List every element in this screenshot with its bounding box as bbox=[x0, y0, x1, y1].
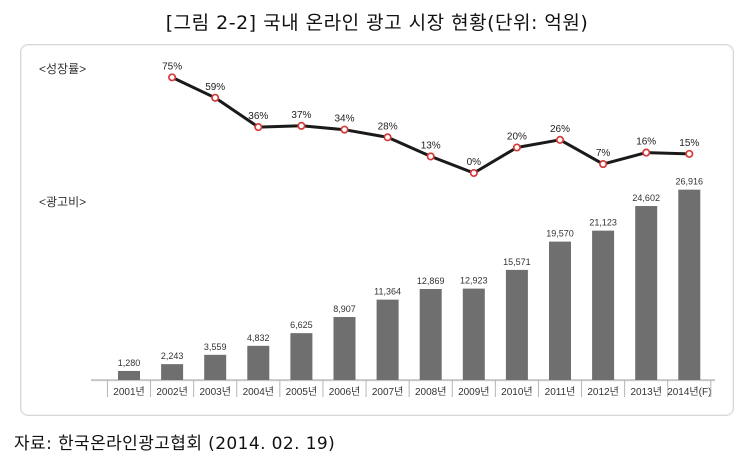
chart-title: [그림 2-2] 국내 온라인 광고 시장 현황(단위: 억원) bbox=[165, 12, 589, 34]
chart-frame: <성장률> <광고비> 1,280 2001년 2,243 2002년 3,559 2003년… bbox=[20, 44, 734, 416]
ad-spend-label: 19,570 bbox=[546, 229, 574, 239]
x-tick-label: 2007년 bbox=[372, 386, 403, 398]
growth-rate-label: 59% bbox=[205, 82, 225, 93]
ad-spend-label: 1,280 bbox=[118, 358, 141, 368]
x-tick-label: 2004년 bbox=[243, 386, 274, 398]
ad-spend-bar bbox=[118, 370, 140, 380]
x-tick-label: 2001년 bbox=[113, 386, 144, 398]
ad-spend-bar bbox=[376, 299, 399, 380]
x-tick-label: 2011년 bbox=[545, 386, 576, 398]
x-tick-label: 2008년 bbox=[415, 386, 446, 398]
x-tick-label: 2002년 bbox=[156, 386, 187, 398]
x-tick-label: 2010년 bbox=[501, 386, 532, 398]
x-tick-label: 2005년 bbox=[286, 386, 317, 398]
ad-spend-label: 6,625 bbox=[290, 320, 313, 330]
growth-rate-label: 0% bbox=[467, 157, 482, 168]
ad-spend-label: 4,832 bbox=[247, 333, 270, 343]
growth-rate-label: 34% bbox=[334, 114, 354, 125]
ad-spend-bar bbox=[462, 288, 485, 380]
ad-spend-bar bbox=[204, 354, 227, 380]
source-note: 자료: 한국온라인광고협회 (2014. 02. 19) bbox=[14, 434, 336, 454]
x-tick-label: 2014년(F) bbox=[667, 386, 711, 398]
ad-spend-label: 26,916 bbox=[676, 177, 704, 187]
ad-spend-bar bbox=[333, 317, 356, 380]
growth-rate-label: 13% bbox=[421, 140, 441, 151]
growth-rate-label: 16% bbox=[636, 137, 656, 148]
ad-spend-label: 21,123 bbox=[589, 218, 617, 228]
growth-rate-point bbox=[297, 121, 306, 130]
growth-series-label: <성장률> bbox=[39, 62, 86, 76]
growth-rate-label: 75% bbox=[162, 61, 182, 72]
growth-rate-label: 26% bbox=[550, 124, 570, 135]
ad-spend-bar bbox=[247, 345, 270, 380]
x-tick-label: 2012년 bbox=[587, 386, 618, 398]
ad-spend-bar bbox=[505, 269, 528, 380]
growth-rate-label: 7% bbox=[596, 148, 611, 159]
x-tick-label: 2013년 bbox=[630, 386, 661, 398]
growth-rate-point bbox=[685, 149, 694, 158]
ad-spend-label: 2,243 bbox=[161, 351, 184, 361]
growth-rate-point bbox=[426, 152, 435, 161]
growth-rate-point bbox=[469, 168, 478, 178]
ad-spend-label: 12,923 bbox=[460, 276, 488, 286]
ad-spend-label: 12,869 bbox=[417, 276, 445, 286]
growth-rate-label: 15% bbox=[679, 138, 699, 149]
growth-rate-point bbox=[211, 93, 220, 102]
online-ad-market-chart: <성장률> <광고비> 1,280 2001년 2,243 2002년 3,559 2003년… bbox=[39, 61, 715, 398]
ad-spend-bar bbox=[290, 333, 313, 380]
ad-spend-label: 8,907 bbox=[333, 304, 356, 314]
ad-spend-bar bbox=[161, 364, 184, 380]
growth-rate-point bbox=[599, 160, 608, 169]
ad-spend-bar bbox=[419, 288, 442, 380]
x-tick-label: 2003년 bbox=[199, 386, 230, 398]
x-tick-label: 2009년 bbox=[458, 386, 489, 398]
growth-rate-point bbox=[340, 125, 349, 134]
growth-rate-point bbox=[168, 73, 177, 82]
growth-rate-point bbox=[383, 133, 392, 142]
ad-spend-bar bbox=[549, 241, 571, 380]
ad-spend-label: 3,559 bbox=[204, 342, 227, 352]
growth-rate-label: 28% bbox=[378, 121, 398, 132]
x-tick-label: 2006년 bbox=[329, 386, 360, 398]
growth-rate-point bbox=[555, 135, 565, 144]
ad-spend-label: 15,571 bbox=[503, 257, 531, 267]
growth-rate-point bbox=[254, 123, 263, 132]
growth-rate-point bbox=[642, 148, 651, 157]
growth-rate-label: 37% bbox=[291, 110, 311, 121]
ad-spend-bar bbox=[592, 230, 615, 380]
growth-rate-label: 20% bbox=[507, 132, 527, 143]
ad-spend-bar bbox=[678, 189, 701, 380]
ad-spend-label: 11,364 bbox=[374, 287, 401, 297]
ad-spend-bar bbox=[635, 206, 658, 380]
ad-spend-series-label: <광고비> bbox=[39, 195, 86, 209]
growth-rate-point bbox=[512, 143, 521, 152]
growth-rate-label: 36% bbox=[248, 111, 268, 122]
ad-spend-label: 24,602 bbox=[632, 193, 660, 203]
